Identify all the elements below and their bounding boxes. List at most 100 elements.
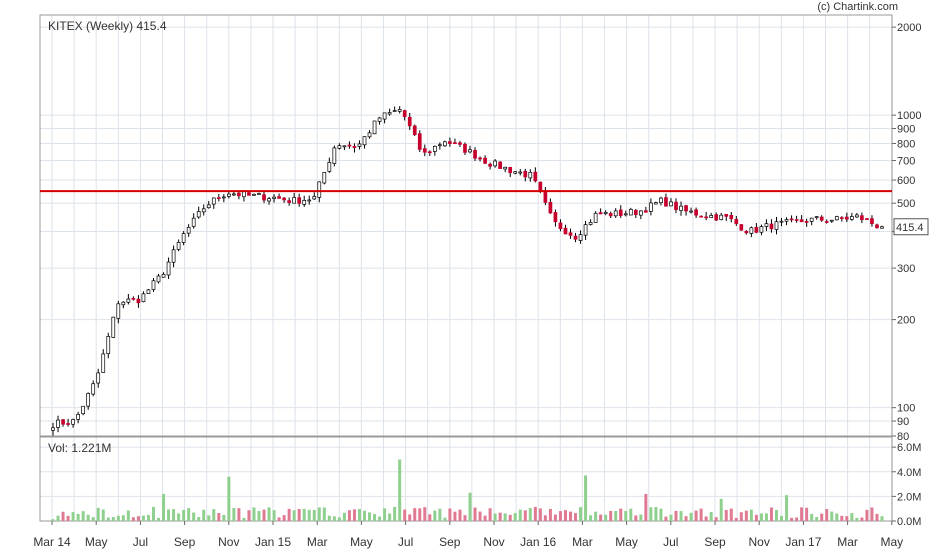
candle-body <box>679 205 683 211</box>
volume-bar <box>785 495 789 521</box>
volume-bar <box>523 510 527 521</box>
volume-bar <box>146 514 150 521</box>
candle-body <box>598 212 603 215</box>
volume-bar <box>272 510 276 521</box>
volume-bar <box>503 513 507 521</box>
volume-bar <box>222 514 226 521</box>
candle-body <box>417 133 422 150</box>
volume-bar <box>478 511 482 521</box>
candle-body <box>51 427 55 431</box>
candle-body <box>186 227 191 234</box>
candle-body <box>613 210 618 217</box>
x-tick-label: May <box>880 535 903 549</box>
candle-body <box>252 194 256 196</box>
volume-bar <box>754 514 758 521</box>
candle-body <box>292 197 297 204</box>
volume-bar <box>463 515 467 521</box>
x-axis-ticks: Mar 14 May Jul Sep Nov Jan 15 Mar May Jul Sep Nov J… <box>33 521 903 549</box>
candle-body <box>367 132 372 138</box>
volume-bar <box>734 517 738 521</box>
candle-body <box>875 224 879 229</box>
volume-bar <box>307 509 311 521</box>
volume-bar <box>81 511 85 521</box>
watermark: (c) Chartink.com <box>817 1 898 13</box>
x-tick-label: Nov <box>749 535 770 549</box>
candle-body <box>553 212 558 223</box>
volume-bar <box>513 513 517 521</box>
volume-bar <box>749 509 753 521</box>
volume-bar <box>850 513 854 521</box>
volume-bar <box>629 508 633 521</box>
volume-bar <box>704 516 708 521</box>
volume-bar <box>820 513 824 521</box>
volume-bar <box>835 513 839 521</box>
volume-bar <box>528 508 532 521</box>
candle-body <box>855 214 859 218</box>
candle-body <box>644 210 648 213</box>
candle-body <box>106 336 111 355</box>
candle-body <box>749 227 754 234</box>
price-panel-frame <box>39 14 893 437</box>
volume-bar <box>157 517 161 521</box>
candle-body <box>317 181 322 198</box>
volume-bar <box>408 514 412 521</box>
candle-body <box>623 213 628 216</box>
x-tick-label: May <box>85 535 108 549</box>
candle-body <box>734 219 739 224</box>
volume-bar <box>689 512 693 521</box>
candle-body <box>689 210 693 213</box>
volume-bar <box>151 506 155 521</box>
volume-bar <box>558 511 562 521</box>
volume-bar <box>870 507 874 521</box>
candle-body <box>729 215 734 220</box>
volume-bar <box>714 517 718 521</box>
volume-bar <box>111 516 115 521</box>
volume-bar <box>322 507 326 521</box>
volume-bar <box>257 510 261 521</box>
candle-body <box>483 157 487 164</box>
volume-bar <box>619 508 623 521</box>
candle-body <box>593 212 598 223</box>
candle-body <box>649 202 653 212</box>
candle-body <box>247 192 251 196</box>
volume-axis-ticks: 0.0M 2.0M 4.0M 6.0M <box>892 442 921 528</box>
price-tick-label: 200 <box>897 315 915 327</box>
volume-bar <box>363 510 367 521</box>
volume-bar <box>76 513 80 521</box>
volume-bar <box>769 507 773 521</box>
candle-body <box>427 151 432 154</box>
volume-bar <box>262 509 266 521</box>
volume-bar <box>106 517 110 521</box>
volume-bar <box>182 509 186 521</box>
x-tick-label: Sep <box>704 535 726 549</box>
volume-bar <box>614 511 618 521</box>
candle-body <box>287 200 291 203</box>
price-tick-label: 1000 <box>897 110 921 122</box>
candle-body <box>453 142 457 144</box>
volume-bar <box>810 513 814 521</box>
volume-bar <box>398 459 402 521</box>
candle-body <box>66 423 70 425</box>
volume-bar <box>212 509 216 521</box>
volume-bar <box>207 515 211 521</box>
volume-bar <box>508 514 512 521</box>
volume-bar <box>724 509 728 521</box>
candle-body <box>563 227 568 235</box>
candle-body <box>759 226 764 233</box>
candle-body <box>694 209 698 216</box>
volume-bar <box>563 510 567 521</box>
volume-bar <box>71 512 75 521</box>
volume-bar <box>568 511 572 521</box>
volume-bar <box>574 513 578 521</box>
candle-body <box>865 218 869 220</box>
candle-body <box>659 197 663 204</box>
candle-body <box>297 197 302 204</box>
candle-body <box>372 120 377 135</box>
x-tick-label: Mar <box>307 535 328 549</box>
volume-bar <box>347 510 351 521</box>
volume-bar <box>759 513 763 521</box>
candle-body <box>226 193 231 197</box>
volume-bar <box>368 512 372 521</box>
candle-body <box>578 234 583 241</box>
candle-body <box>71 419 75 425</box>
